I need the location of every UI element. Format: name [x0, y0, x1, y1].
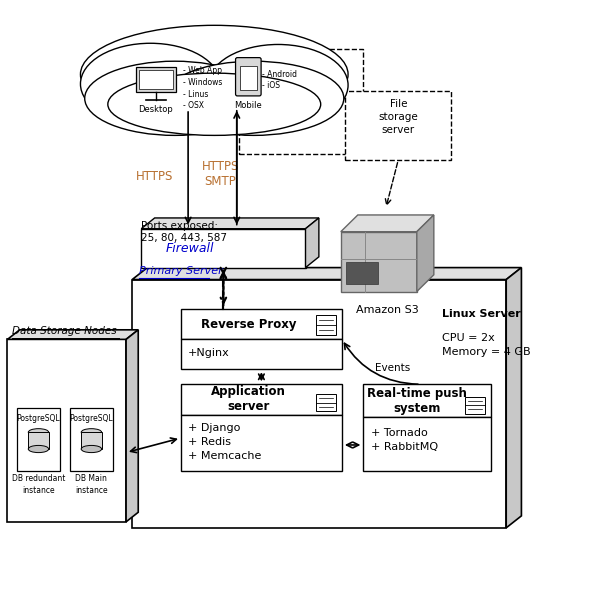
Ellipse shape [28, 445, 49, 453]
FancyBboxPatch shape [345, 91, 452, 160]
Polygon shape [417, 215, 434, 291]
FancyBboxPatch shape [364, 417, 491, 471]
Polygon shape [341, 215, 434, 232]
FancyBboxPatch shape [466, 397, 485, 413]
Polygon shape [126, 330, 138, 522]
FancyBboxPatch shape [316, 316, 336, 335]
FancyBboxPatch shape [132, 279, 506, 528]
Ellipse shape [81, 25, 348, 123]
Polygon shape [7, 330, 138, 340]
Text: + Django
+ Redis
+ Memcache: + Django + Redis + Memcache [188, 423, 262, 461]
Ellipse shape [164, 61, 344, 135]
FancyBboxPatch shape [316, 394, 336, 411]
Text: Mobile: Mobile [235, 102, 262, 111]
FancyBboxPatch shape [141, 229, 306, 267]
FancyBboxPatch shape [181, 340, 342, 369]
FancyBboxPatch shape [16, 408, 60, 471]
FancyBboxPatch shape [346, 261, 378, 284]
Text: Amazon S3: Amazon S3 [356, 305, 419, 315]
Text: - Android
- iOS: - Android - iOS [262, 70, 298, 90]
FancyBboxPatch shape [136, 67, 176, 93]
Ellipse shape [208, 44, 348, 126]
Text: + Tornado
+ RabbitMQ: + Tornado + RabbitMQ [371, 428, 437, 452]
FancyBboxPatch shape [181, 310, 342, 340]
Text: Ports exposed:
25, 80, 443, 587: Ports exposed: 25, 80, 443, 587 [141, 221, 227, 243]
Text: Primary Server: Primary Server [139, 266, 223, 276]
Polygon shape [341, 232, 417, 291]
Polygon shape [506, 267, 521, 528]
FancyBboxPatch shape [28, 432, 49, 449]
Polygon shape [141, 218, 319, 229]
Text: CPU = 2x
Memory = 4 GB: CPU = 2x Memory = 4 GB [442, 334, 531, 358]
Text: Reverse Proxy: Reverse Proxy [201, 318, 296, 331]
Ellipse shape [108, 73, 321, 135]
Text: DB redundant
instance: DB redundant instance [12, 474, 65, 495]
FancyBboxPatch shape [139, 70, 173, 90]
Ellipse shape [81, 43, 221, 124]
Text: Real-time push
system: Real-time push system [367, 386, 467, 415]
Text: +Nginx: +Nginx [188, 348, 230, 358]
Text: Data Storage Nodes: Data Storage Nodes [12, 326, 117, 336]
FancyBboxPatch shape [181, 415, 342, 471]
Text: File
storage
server: File storage server [378, 99, 418, 135]
Polygon shape [306, 218, 319, 267]
Text: PostgreSQL: PostgreSQL [16, 414, 60, 423]
FancyBboxPatch shape [81, 432, 101, 449]
FancyBboxPatch shape [236, 58, 261, 96]
Text: Firewall: Firewall [166, 242, 214, 255]
Text: HTTPS
SMTP: HTTPS SMTP [202, 160, 239, 188]
FancyBboxPatch shape [181, 384, 342, 415]
FancyBboxPatch shape [70, 408, 113, 471]
FancyBboxPatch shape [7, 340, 126, 522]
Text: Desktop: Desktop [139, 106, 174, 114]
FancyBboxPatch shape [364, 384, 491, 417]
Ellipse shape [28, 429, 49, 436]
Text: HTTPS: HTTPS [136, 169, 174, 183]
Polygon shape [132, 267, 521, 279]
Text: Linux Server: Linux Server [442, 310, 521, 320]
Text: - Web App
- Windows
- Linus
- OSX: - Web App - Windows - Linus - OSX [183, 66, 222, 111]
Ellipse shape [85, 61, 265, 135]
Text: PostgreSQL: PostgreSQL [70, 414, 113, 423]
Text: Application
server: Application server [211, 385, 286, 413]
Text: DB Main
instance: DB Main instance [75, 474, 108, 495]
Text: Events: Events [375, 362, 411, 373]
Ellipse shape [81, 445, 101, 453]
FancyBboxPatch shape [240, 66, 257, 90]
Ellipse shape [81, 429, 101, 436]
